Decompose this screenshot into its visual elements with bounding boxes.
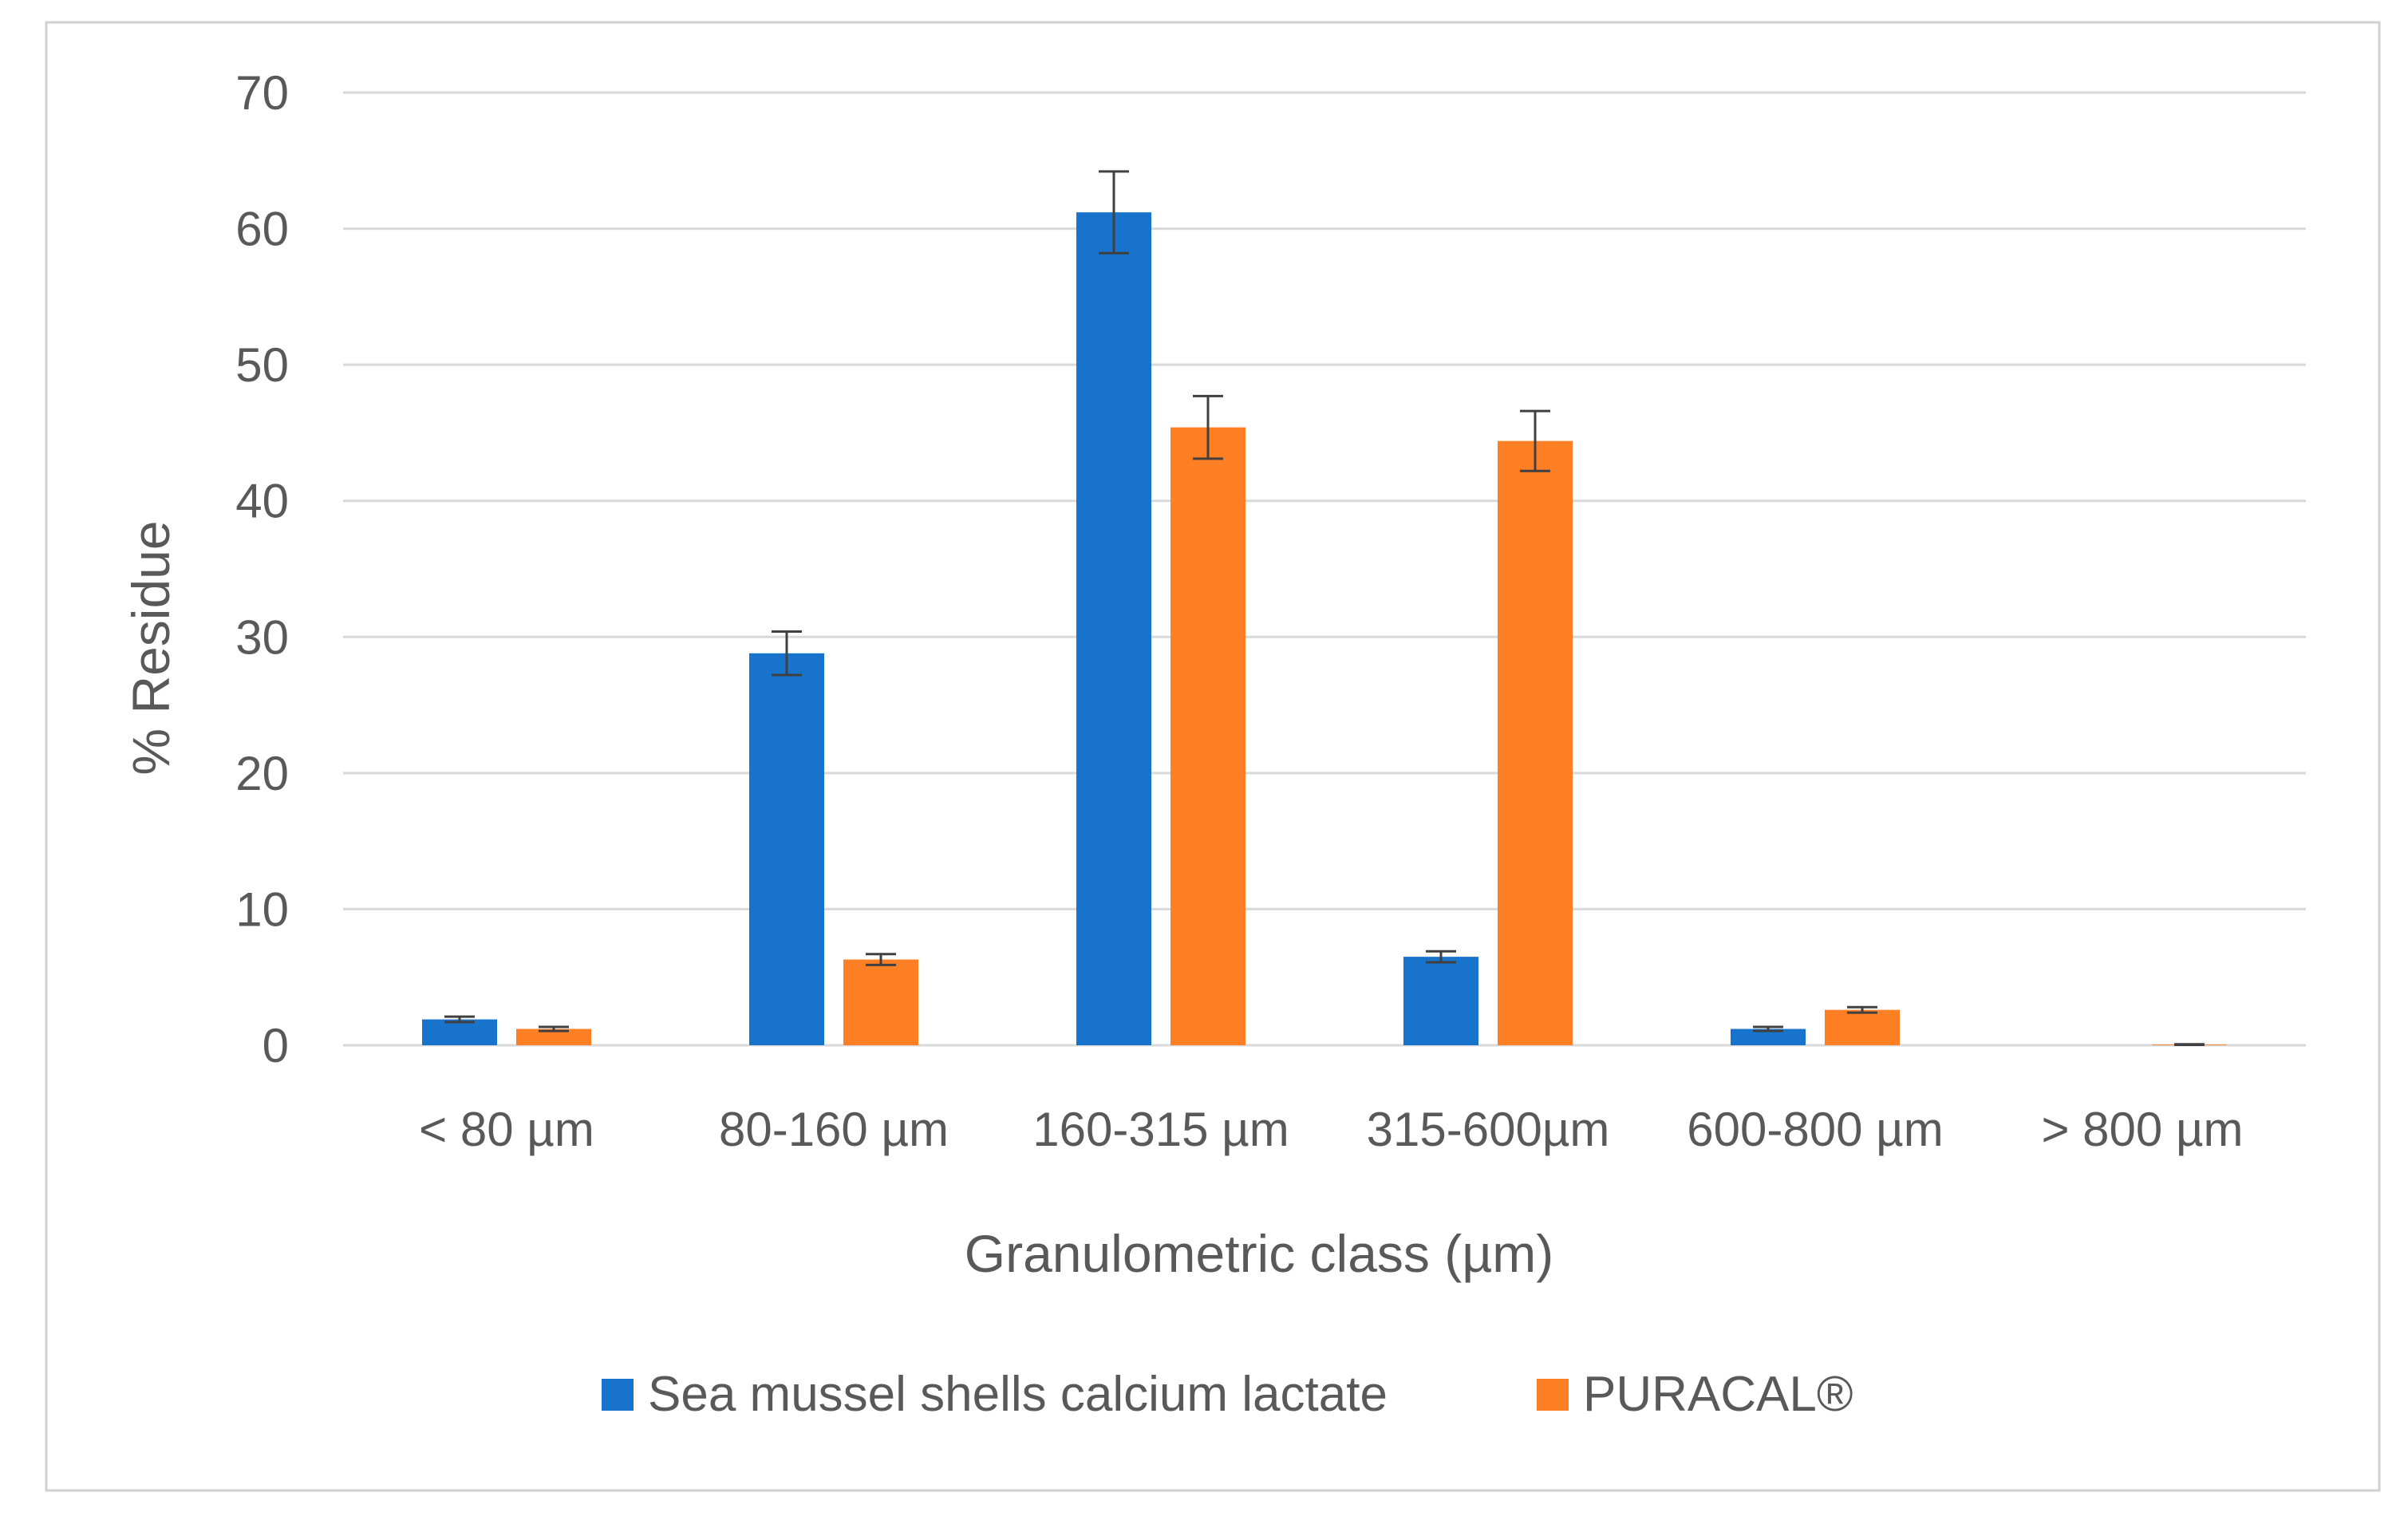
error-bar: [772, 630, 802, 677]
x-tick-label: 315-600µm: [1367, 1103, 1610, 1156]
y-tick-label: 50: [235, 338, 289, 392]
error-bar: [1193, 394, 1223, 460]
bar-sea-mussel: [1403, 957, 1478, 1045]
bar-sea-mussel: [1076, 212, 1151, 1046]
x-tick-label: 80-160 µm: [719, 1103, 949, 1156]
error-bar: [2174, 1043, 2205, 1046]
y-tick-label: 70: [235, 66, 289, 120]
error-bar: [539, 1025, 569, 1032]
bar-sea-mussel: [749, 653, 824, 1045]
bar-sea-mussel: [422, 1019, 497, 1045]
bar-puracal: [843, 959, 918, 1045]
legend-swatch-puracal: [1537, 1379, 1569, 1411]
y-axis-ticks: 0 10 20 30 40 50 60 70: [235, 66, 289, 1072]
error-bar: [1753, 1025, 1783, 1032]
legend-label-sea-mussel: Sea mussel shells calcium lactate: [648, 1367, 1388, 1422]
bars: [422, 212, 2227, 1046]
legend-swatch-sea-mussel: [602, 1379, 634, 1411]
y-axis-title: % Residue: [121, 520, 180, 775]
x-tick-label: 600-800 µm: [1687, 1103, 1943, 1156]
legend-label-puracal: PURACAL®: [1583, 1367, 1853, 1422]
x-tick-label: 160-315 µm: [1032, 1103, 1289, 1156]
x-tick-label: < 80 µm: [419, 1103, 594, 1156]
y-tick-label: 30: [235, 610, 289, 664]
x-axis-ticks: < 80 µm 80-160 µm 160-315 µm 315-600µm 600-8…: [419, 1103, 2243, 1156]
bar-puracal: [1825, 1009, 1900, 1045]
error-bar: [1426, 950, 1456, 964]
error-bars: [444, 170, 2205, 1046]
error-bar: [1847, 1005, 1877, 1014]
error-bar: [866, 953, 896, 966]
x-axis-title: Granulometric class (µm): [965, 1224, 1553, 1283]
bar-sea-mussel: [1731, 1029, 1806, 1045]
y-tick-label: 40: [235, 475, 289, 528]
y-tick-label: 10: [235, 882, 289, 936]
bar-puracal: [1498, 440, 1573, 1045]
error-bar: [1520, 409, 1550, 472]
y-tick-label: 20: [235, 747, 289, 800]
y-tick-label: 60: [235, 203, 289, 256]
x-tick-label: > 800 µm: [2041, 1103, 2243, 1156]
error-bar: [1099, 170, 1129, 255]
y-tick-label: 0: [263, 1019, 289, 1072]
gridlines: [343, 91, 2306, 1047]
bar-puracal: [516, 1029, 591, 1045]
error-bar: [444, 1015, 475, 1024]
bar-puracal: [1170, 427, 1245, 1045]
legend: Sea mussel shells calcium lactate PURACA…: [602, 1367, 1853, 1422]
